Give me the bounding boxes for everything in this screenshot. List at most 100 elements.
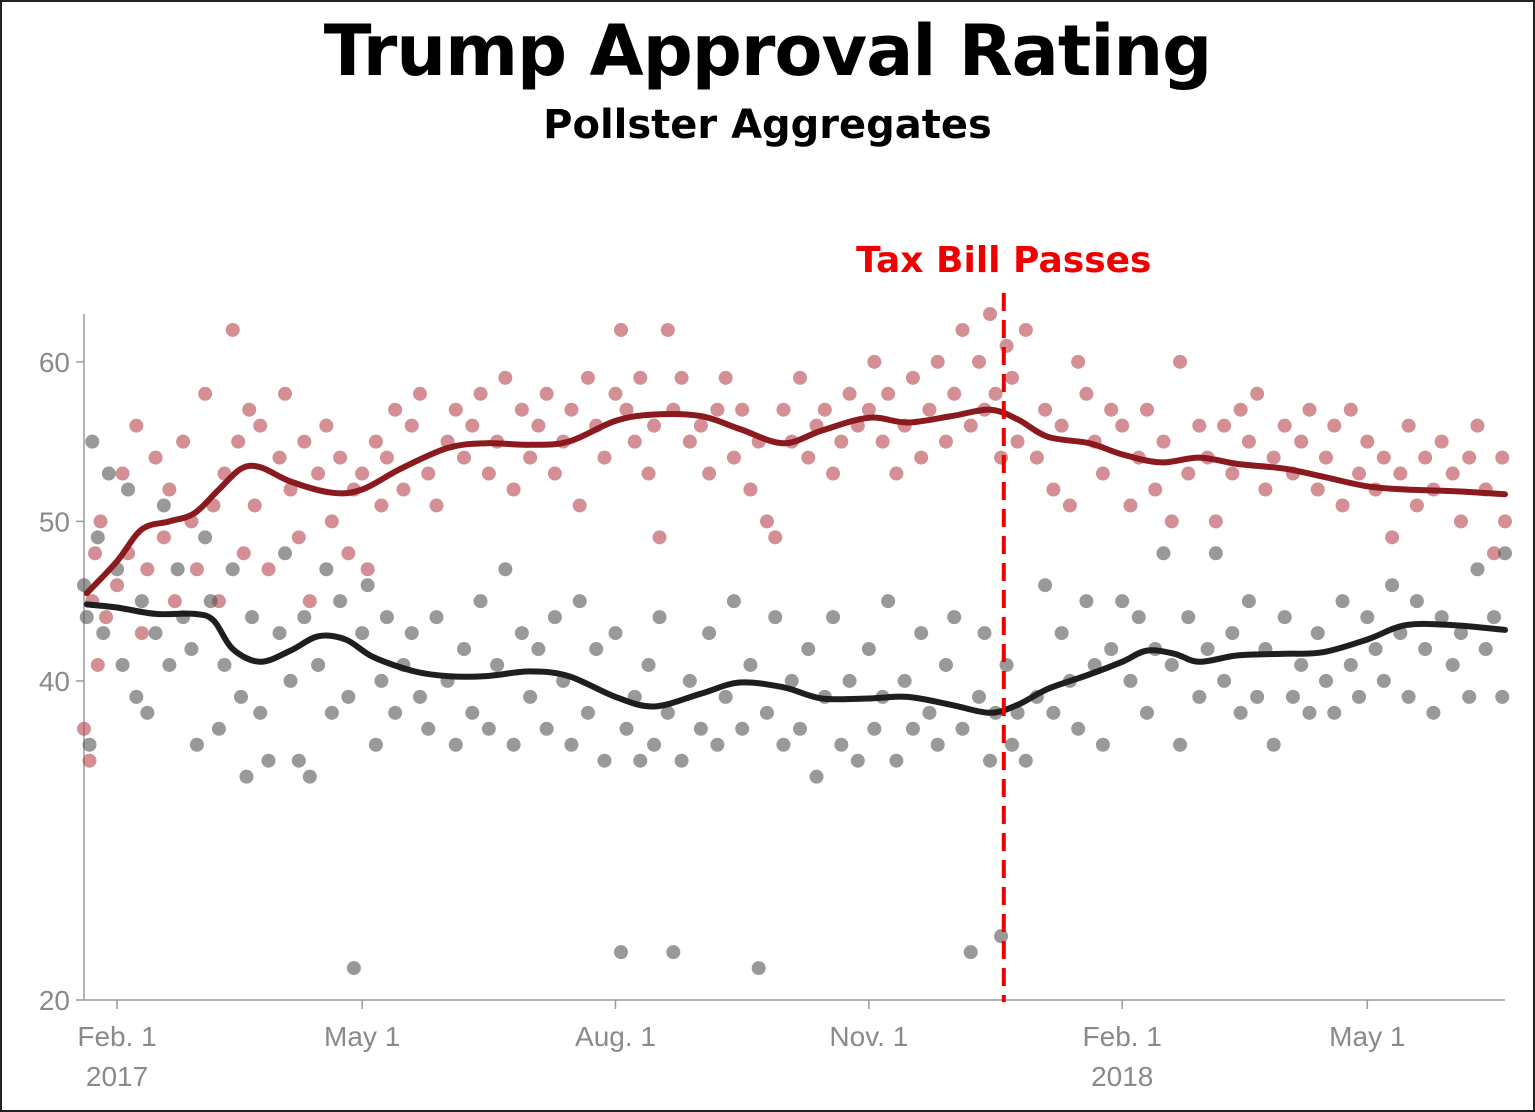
approve-point [1038, 578, 1053, 593]
disapprove-point [743, 482, 758, 497]
trend-lines [83, 406, 1508, 716]
disapprove-point [1233, 402, 1248, 417]
disapprove-point [817, 402, 832, 417]
approve-point [834, 737, 849, 752]
approve-point [1310, 626, 1325, 641]
disapprove-point [297, 434, 312, 449]
disapprove-point [1115, 418, 1130, 433]
disapprove-point [93, 514, 108, 529]
disapprove-point [972, 354, 987, 369]
approve-point [633, 753, 648, 768]
approve-point [140, 705, 155, 720]
y-tick-label: 40 [39, 666, 70, 697]
y-tick-label: 50 [39, 506, 70, 537]
approve-point [1208, 546, 1223, 561]
approve-point [963, 945, 978, 960]
tax-bill-label: Tax Bill Passes [856, 240, 1151, 281]
disapprove-point [448, 402, 463, 417]
x-tick-label: May 1 [1329, 1021, 1405, 1052]
disapprove-point [660, 322, 675, 337]
disapprove-point [283, 482, 298, 497]
chart-title: Trump Approval Rating [323, 10, 1213, 92]
approve-point [506, 737, 521, 752]
approve-point [346, 961, 361, 976]
disapprove-point [1327, 418, 1342, 433]
disapprove-point [162, 482, 177, 497]
approve-point [1486, 610, 1501, 625]
approve-point [1139, 705, 1154, 720]
disapprove-point [572, 498, 587, 513]
approve-point [379, 610, 394, 625]
disapprove-point [539, 386, 554, 401]
disapprove-point [514, 402, 529, 417]
disapprove-point [1005, 370, 1020, 385]
disapprove-point [129, 418, 144, 433]
disapprove-point [564, 402, 579, 417]
disapprove-point [465, 418, 480, 433]
disapprove-point [1445, 466, 1460, 481]
approve-point [1335, 594, 1350, 609]
approve-point [983, 753, 998, 768]
approve-point [1498, 546, 1512, 561]
disapprove-point [396, 482, 411, 497]
approve-point [784, 673, 799, 688]
disapprove-point [1470, 418, 1485, 433]
x-tick-label: Aug. 1 [575, 1021, 656, 1052]
approve-point [360, 578, 375, 593]
disapprove-point [627, 434, 642, 449]
approve-point [1470, 562, 1485, 577]
disapprove-point [1104, 402, 1119, 417]
disapprove-point [718, 370, 733, 385]
approve-point [278, 546, 293, 561]
approve-point [955, 721, 970, 736]
approve-point [809, 769, 824, 784]
approve-point [930, 737, 945, 752]
approve-point [1266, 737, 1281, 752]
disapprove-point [633, 370, 648, 385]
disapprove-point [1164, 514, 1179, 529]
disapprove-point [140, 562, 155, 577]
approve-point [388, 705, 403, 720]
disapprove-point [726, 450, 741, 465]
approve-point [743, 657, 758, 672]
disapprove-point [1258, 482, 1273, 497]
disapprove-point [1376, 450, 1391, 465]
approve-point [79, 610, 94, 625]
approve-point [751, 961, 766, 976]
y-tick-label: 20 [39, 985, 70, 1016]
disapprove-point [88, 546, 103, 561]
disapprove-point [1318, 450, 1333, 465]
disapprove-point [457, 450, 472, 465]
disapprove-point [693, 418, 708, 433]
approve-point [1200, 642, 1215, 657]
disapprove-points [77, 307, 1512, 768]
disapprove-point [278, 386, 293, 401]
approve-point [1277, 610, 1292, 625]
disapprove-point [1225, 466, 1240, 481]
disapprove-point [735, 402, 750, 417]
disapprove-point [90, 657, 105, 672]
approve-point [429, 610, 444, 625]
disapprove-point [368, 434, 383, 449]
disapprove-point [311, 466, 326, 481]
disapprove-point [1054, 418, 1069, 433]
disapprove-point [793, 370, 808, 385]
approve-point [938, 657, 953, 672]
approve-point [768, 610, 783, 625]
disapprove-point [341, 546, 356, 561]
disapprove-point [947, 386, 962, 401]
approve-point [867, 721, 882, 736]
approve-point [82, 737, 97, 752]
approve-point [905, 721, 920, 736]
approve-point [457, 642, 472, 657]
disapprove-point [983, 307, 998, 321]
disapprove-point [647, 418, 662, 433]
disapprove-point [994, 450, 1009, 465]
approve-point [793, 721, 808, 736]
disapprove-point [547, 466, 562, 481]
approve-point [1156, 546, 1171, 561]
disapprove-point [231, 434, 246, 449]
disapprove-point [776, 402, 791, 417]
